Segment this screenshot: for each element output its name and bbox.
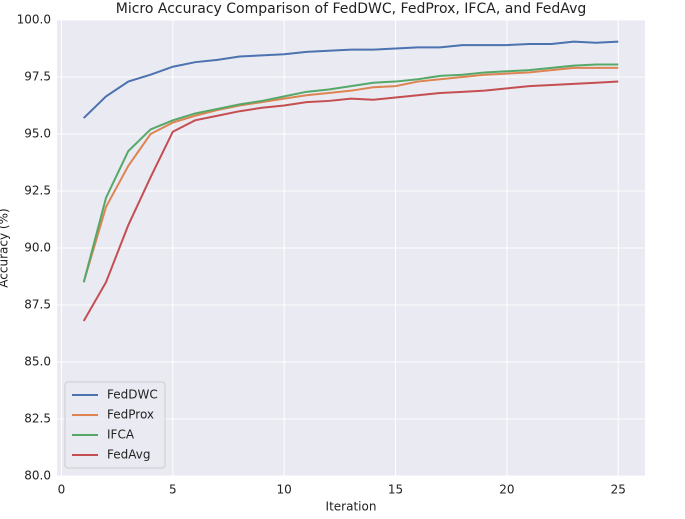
legend-label: FedProx — [107, 408, 154, 422]
x-tick-label: 20 — [499, 483, 514, 497]
y-tick-label: 92.5 — [24, 184, 51, 198]
chart-title: Micro Accuracy Comparison of FedDWC, Fed… — [116, 1, 587, 17]
x-tick-label: 5 — [169, 483, 177, 497]
y-tick-label: 90.0 — [24, 241, 51, 255]
y-tick-label: 85.0 — [24, 355, 51, 369]
x-tick-label: 15 — [388, 483, 403, 497]
line — [82, 66, 619, 283]
legend-label: FedAvg — [107, 448, 150, 462]
y-tick-label: 82.5 — [24, 412, 51, 426]
y-tick-label: 95.0 — [24, 127, 51, 141]
y-tick-label: 87.5 — [24, 298, 51, 312]
line — [82, 63, 619, 283]
x-axis-label: Iteration — [326, 500, 377, 514]
y-tick-label: 100.0 — [17, 13, 51, 27]
legend-box — [64, 381, 166, 469]
x-tick-label: 25 — [611, 483, 626, 497]
y-tick-label: 97.5 — [24, 70, 51, 84]
y-tick-label: 80.0 — [24, 469, 51, 483]
legend-label: IFCA — [107, 428, 135, 442]
line — [82, 80, 619, 322]
x-tick-label: 10 — [277, 483, 292, 497]
x-tick-label: 0 — [58, 483, 66, 497]
y-axis-label: Accuracy (%) — [0, 208, 11, 287]
legend-label: FedDWC — [107, 388, 158, 402]
line — [83, 40, 619, 119]
